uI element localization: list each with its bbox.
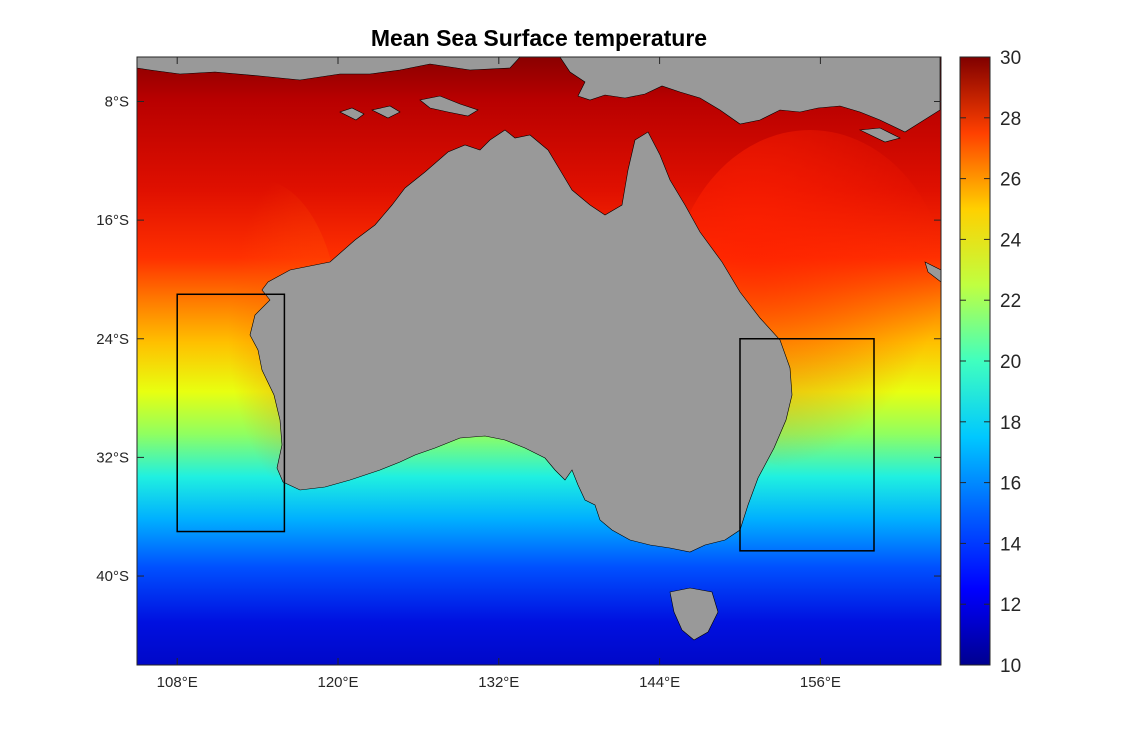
land (137, 57, 941, 641)
lat-tick-label: 24°S (96, 331, 129, 348)
colorbar-tick-label: 16 (1000, 474, 1021, 495)
colorbar-tick-label: 28 (1000, 109, 1021, 130)
east-box (739, 338, 875, 552)
colorbar-tick-label: 26 (1000, 170, 1021, 191)
lat-tick-label: 8°S (105, 93, 129, 110)
colorbar-tick-label: 10 (1000, 656, 1021, 677)
lon-tick-label: 132°E (478, 674, 519, 691)
colorbar-tick-label: 22 (1000, 291, 1021, 312)
longitude-axis: 108°E 120°E 132°E 144°E 156°E (157, 57, 841, 691)
colorbar-ticks: 30 28 26 24 22 20 18 16 14 12 10 (960, 48, 1022, 677)
colorbar-tick-label: 12 (1000, 595, 1021, 616)
map-frame (136, 56, 942, 666)
tasmania (669, 587, 719, 641)
colorbar-tick-label: 20 (1000, 352, 1021, 373)
latitude-axis: 8°S 16°S 24°S 32°S 40°S (96, 93, 941, 585)
west-box (176, 293, 286, 533)
timor-island (419, 95, 479, 117)
small-island-2 (371, 105, 401, 119)
region-boxes (176, 293, 875, 552)
map-title: Mean Sea Surface temperature (371, 25, 707, 51)
lat-tick-label: 40°S (96, 568, 129, 585)
new-caledonia-tip (924, 261, 941, 283)
colorbar: 30 28 26 24 22 20 18 16 14 12 10 (959, 48, 1022, 677)
lat-tick-label: 16°S (96, 212, 129, 229)
lat-tick-label: 32°S (96, 449, 129, 466)
solomon-islands (858, 127, 901, 143)
lon-tick-label: 144°E (639, 674, 680, 691)
new-guinea (559, 57, 941, 133)
small-island-1 (339, 107, 365, 121)
colorbar-tick-label: 30 (1000, 48, 1021, 69)
colorbar-tick-label: 24 (1000, 230, 1022, 251)
lon-tick-label: 120°E (317, 674, 358, 691)
lon-tick-label: 108°E (157, 674, 198, 691)
colorbar-tick-label: 18 (1000, 413, 1021, 434)
australia-landmass (249, 129, 793, 553)
map-axes (137, 57, 941, 665)
colorbar-tick-label: 14 (1000, 534, 1022, 555)
lon-tick-label: 156°E (800, 674, 841, 691)
indonesian-islands (137, 57, 521, 81)
